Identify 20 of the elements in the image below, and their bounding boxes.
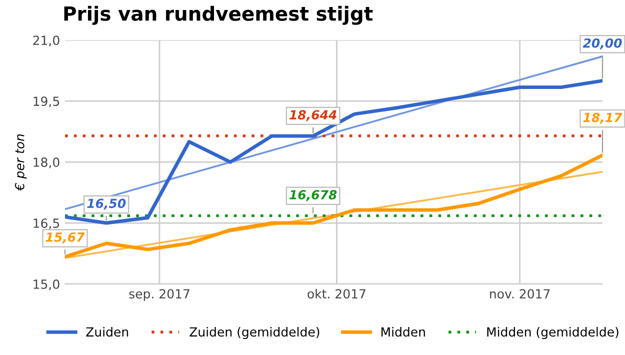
y-tick-label: 18,0 <box>34 158 60 168</box>
y-tick-label: 19,5 <box>34 96 60 108</box>
y-axis-title: € per ton <box>14 134 27 191</box>
legend-label: Midden (gemiddelde) <box>487 326 618 340</box>
data-label: 15,67 <box>46 232 85 244</box>
chart-title: Prijs van rundveemest stijgt <box>64 6 373 25</box>
y-tick-label: 16,5 <box>34 218 60 230</box>
data-label: 18,17 <box>583 112 622 124</box>
x-tick-label: okt. 2017 <box>308 288 366 299</box>
x-tick-label: sep. 2017 <box>129 289 190 301</box>
data-label: 16,50 <box>87 198 126 210</box>
y-tick-label: 15,0 <box>34 279 60 290</box>
legend-label: Midden <box>381 326 425 337</box>
x-tick-label: nov. 2017 <box>490 289 550 299</box>
annotation: 16,678 <box>289 190 337 202</box>
y-tick-label: 21,0 <box>33 36 60 46</box>
legend-label: Zuiden (gemiddelde) <box>190 326 320 340</box>
legend-label: Zuiden <box>86 326 128 337</box>
data-label: 20,00 <box>582 38 622 50</box>
annotation: 18,644 <box>289 110 336 122</box>
